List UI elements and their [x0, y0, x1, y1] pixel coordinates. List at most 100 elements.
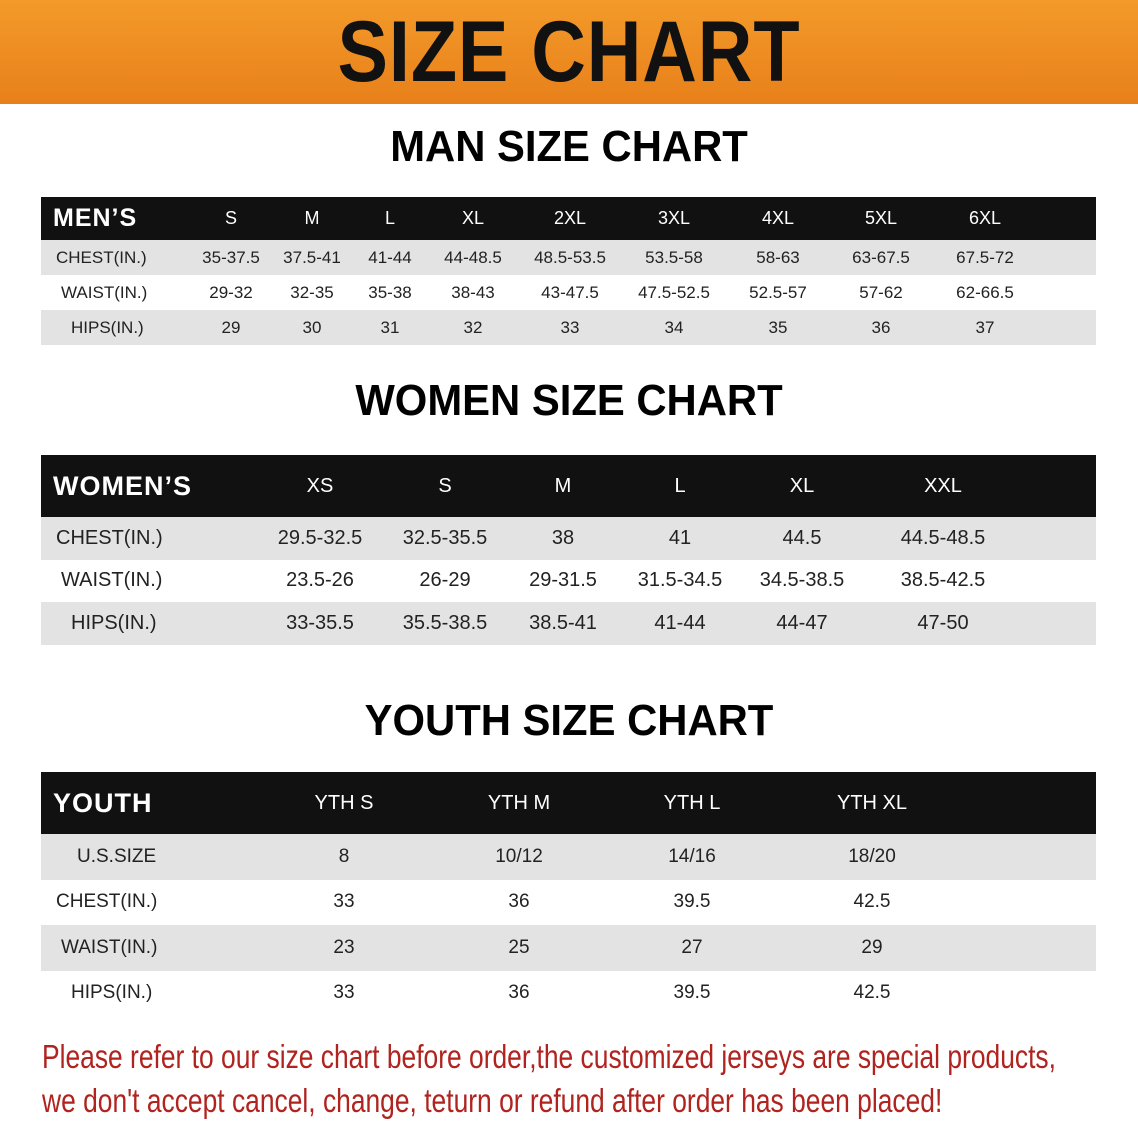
table-cell: 41-44	[654, 611, 706, 634]
table-cell: 8	[338, 845, 350, 867]
size-column-header: S	[224, 208, 238, 228]
table-cell: 38.5-41	[529, 611, 597, 634]
table-row: WAIST(IN.) 23.5-26 26-29 29-31.5 31.5-34.5 34…	[41, 560, 1096, 603]
table-cell: 27	[681, 936, 703, 958]
table-cell: 23.5-26	[286, 569, 354, 592]
table-cell: 34.5-38.5	[759, 569, 845, 592]
size-column-header: S	[438, 474, 452, 497]
banner: SIZE CHART	[0, 0, 1138, 104]
table-cell: 47.5-52.5	[638, 282, 710, 302]
size-column-header: M	[554, 474, 572, 497]
table-cell: 44-47	[776, 611, 828, 634]
size-column-header: M	[304, 208, 320, 228]
table-row: WAIST(IN.) 23 25 27 29	[41, 925, 1096, 971]
table-cell: 30	[302, 317, 322, 337]
size-column-header: YTH L	[663, 791, 721, 814]
size-column-header: YTH S	[314, 791, 374, 814]
size-column-header: XXL	[924, 474, 962, 497]
row-label: CHEST(IN.)	[56, 526, 163, 549]
table-cell: 35	[768, 317, 788, 337]
size-column-header: XL	[789, 474, 815, 497]
table-cell: 39.5	[673, 891, 711, 913]
table-cell: 35.5-38.5	[402, 611, 488, 634]
table-cell: 33	[333, 891, 355, 913]
table-cell: 33-35.5	[286, 611, 354, 634]
table-cell: 44-48.5	[444, 247, 502, 267]
row-label: CHEST(IN.)	[56, 891, 158, 913]
size-column-header: XS	[306, 474, 334, 497]
table-cell: 14/16	[668, 845, 716, 867]
table-cell: 58-63	[756, 247, 800, 267]
header-label: MEN’S	[53, 204, 138, 232]
table-row: U.S.SIZE 8 10/12 14/16 18/20	[41, 834, 1096, 880]
row-label: WAIST(IN.)	[61, 282, 148, 302]
table-cell: 29-32	[209, 282, 253, 302]
women-header-row: WOMEN’S XS S M L XL XXL	[41, 455, 1096, 517]
table-cell: 48.5-53.5	[534, 247, 606, 267]
table-cell: 52.5-57	[749, 282, 807, 302]
header-label: YOUTH	[53, 787, 153, 818]
size-column-header: L	[674, 474, 686, 497]
table-cell: 10/12	[495, 845, 543, 867]
table-cell: 32-35	[290, 282, 334, 302]
table-cell: 44.5-48.5	[900, 526, 986, 549]
table-cell: 35-38	[368, 282, 412, 302]
table-cell: 36	[871, 317, 891, 337]
table-cell: 33	[333, 982, 355, 1004]
table-row: HIPS(IN.) 29 30 31 32 33 34 35 36 37	[41, 310, 1096, 345]
table-cell: 18/20	[848, 845, 896, 867]
men-title: MAN SIZE CHART	[390, 122, 748, 171]
table-row: WAIST(IN.) 29-32 32-35 35-38 38-43 43-47.5 47.…	[41, 275, 1096, 310]
table-cell: 42.5	[853, 891, 891, 913]
table-cell: 44.5	[782, 526, 822, 549]
table-cell: 23	[333, 936, 355, 958]
size-column-header: 5XL	[864, 208, 898, 228]
table-cell: 38	[551, 526, 575, 549]
table-cell: 29	[221, 317, 241, 337]
youth-title: YOUTH SIZE CHART	[364, 696, 774, 745]
table-cell: 38-43	[451, 282, 495, 302]
table-cell: 29	[861, 936, 883, 958]
size-column-header: 4XL	[761, 208, 795, 228]
header-label: WOMEN’S	[53, 470, 192, 501]
table-row: HIPS(IN.) 33 36 39.5 42.5	[41, 971, 1096, 1017]
table-row: HIPS(IN.) 33-35.5 35.5-38.5 38.5-41 41-44 44-…	[41, 602, 1096, 645]
row-label: HIPS(IN.)	[71, 982, 153, 1004]
table-cell: 32.5-35.5	[402, 526, 488, 549]
size-column-header: L	[384, 208, 396, 228]
table-cell: 29.5-32.5	[277, 526, 363, 549]
table-cell: 31.5-34.5	[637, 569, 723, 592]
table-row: CHEST(IN.) 29.5-32.5 32.5-35.5 38 41 44.5 44.5…	[41, 517, 1096, 560]
size-column-header: 3XL	[657, 208, 691, 228]
table-cell: 25	[508, 936, 530, 958]
table-cell: 63-67.5	[852, 247, 910, 267]
table-cell: 43-47.5	[541, 282, 599, 302]
women-title: WOMEN SIZE CHART	[355, 376, 783, 425]
row-label: HIPS(IN.)	[71, 611, 157, 634]
row-label: WAIST(IN.)	[61, 569, 163, 592]
size-column-header: YTH XL	[836, 791, 908, 814]
table-cell: 41	[668, 526, 692, 549]
table-cell: 67.5-72	[956, 247, 1014, 267]
notice-line-2: we don't accept cancel, change, teturn o…	[42, 1082, 943, 1119]
size-column-header: YTH M	[487, 791, 551, 814]
table-cell: 34	[664, 317, 684, 337]
table-row: CHEST(IN.) 33 36 39.5 42.5	[41, 880, 1096, 926]
table-cell: 35-37.5	[202, 247, 260, 267]
size-column-header: 2XL	[553, 208, 587, 228]
table-cell: 38.5-42.5	[900, 569, 986, 592]
table-cell: 47-50	[917, 611, 969, 634]
table-row: CHEST(IN.) 35-37.5 37.5-41 41-44 44-48.5 48.5…	[41, 240, 1096, 275]
row-label: U.S.SIZE	[77, 845, 157, 867]
table-cell: 31	[380, 317, 400, 337]
row-label: CHEST(IN.)	[56, 247, 147, 267]
notice-line-1: Please refer to our size chart before or…	[42, 1038, 1056, 1075]
banner-title: SIZE CHART	[337, 3, 801, 100]
row-label: HIPS(IN.)	[71, 317, 144, 337]
table-cell: 37.5-41	[283, 247, 341, 267]
table-cell: 32	[463, 317, 483, 337]
table-cell: 57-62	[859, 282, 903, 302]
table-cell: 33	[560, 317, 580, 337]
table-cell: 41-44	[368, 247, 412, 267]
table-cell: 26-29	[419, 569, 471, 592]
